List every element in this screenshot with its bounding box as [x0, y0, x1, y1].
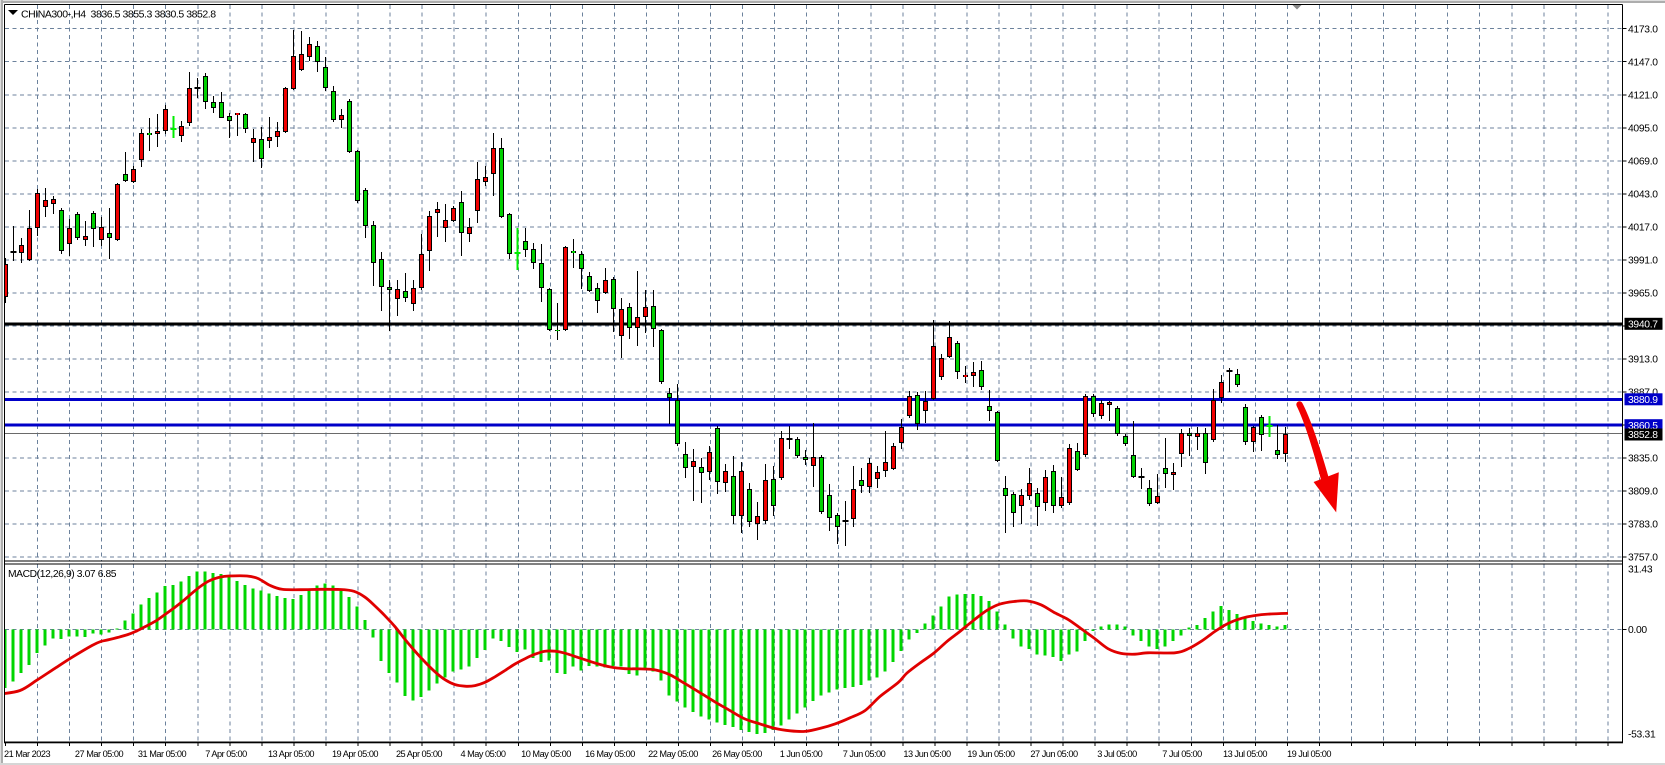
svg-text:MACD(12,26,9) 3.07 6.85: MACD(12,26,9) 3.07 6.85: [8, 569, 117, 580]
svg-text:1 Jun 05:00: 1 Jun 05:00: [780, 749, 823, 759]
svg-text:27 Jun 05:00: 27 Jun 05:00: [1030, 749, 1078, 759]
svg-text:3 Jul 05:00: 3 Jul 05:00: [1097, 749, 1137, 759]
svg-text:3887.0: 3887.0: [1628, 388, 1658, 399]
svg-text:4173.0: 4173.0: [1628, 24, 1658, 35]
svg-text:31 Mar 05:00: 31 Mar 05:00: [138, 749, 187, 759]
svg-text:3965.0: 3965.0: [1628, 289, 1658, 300]
svg-text:27 Mar 05:00: 27 Mar 05:00: [75, 749, 124, 759]
svg-text:4 May 05:00: 4 May 05:00: [460, 749, 505, 759]
svg-text:31.43: 31.43: [1628, 565, 1653, 576]
svg-text:-53.31: -53.31: [1628, 730, 1656, 741]
svg-text:3852.8: 3852.8: [1628, 430, 1658, 441]
svg-text:19 Jul 05:00: 19 Jul 05:00: [1287, 749, 1331, 759]
svg-text:4147.0: 4147.0: [1628, 57, 1658, 68]
svg-text:3940.7: 3940.7: [1628, 319, 1658, 330]
svg-text:3757.0: 3757.0: [1628, 553, 1658, 564]
svg-text:26 May 05:00: 26 May 05:00: [712, 749, 762, 759]
svg-text:3991.0: 3991.0: [1628, 256, 1658, 267]
svg-text:4043.0: 4043.0: [1628, 189, 1658, 200]
svg-text:4017.0: 4017.0: [1628, 222, 1658, 233]
svg-text:13 Jun 05:00: 13 Jun 05:00: [903, 749, 951, 759]
svg-text:4069.0: 4069.0: [1628, 156, 1658, 167]
svg-text:4095.0: 4095.0: [1628, 123, 1658, 134]
svg-text:3880.9: 3880.9: [1628, 395, 1658, 406]
svg-text:13 Jul 05:00: 13 Jul 05:00: [1223, 749, 1267, 759]
svg-text:3860.5: 3860.5: [1628, 421, 1658, 432]
svg-text:3913.0: 3913.0: [1628, 355, 1658, 366]
svg-text:3835.0: 3835.0: [1628, 454, 1658, 465]
svg-text:10 May 05:00: 10 May 05:00: [521, 749, 571, 759]
svg-text:3783.0: 3783.0: [1628, 520, 1658, 531]
svg-text:3809.0: 3809.0: [1628, 487, 1658, 498]
svg-text:7 Jul 05:00: 7 Jul 05:00: [1162, 749, 1202, 759]
svg-text:25 Apr 05:00: 25 Apr 05:00: [396, 749, 442, 759]
svg-text:CHINA300-,H4 3836.5 3855.3 38: CHINA300-,H4 3836.5 3855.3 3830.5 3852.8: [21, 9, 216, 21]
svg-text:22 May 05:00: 22 May 05:00: [648, 749, 698, 759]
svg-text:19 Apr 05:00: 19 Apr 05:00: [332, 749, 378, 759]
svg-text:21 Mar 2023: 21 Mar 2023: [4, 749, 50, 759]
svg-text:7 Jun 05:00: 7 Jun 05:00: [843, 749, 886, 759]
svg-text:13 Apr 05:00: 13 Apr 05:00: [268, 749, 314, 759]
svg-text:0.00: 0.00: [1628, 625, 1647, 636]
svg-text:19 Jun 05:00: 19 Jun 05:00: [967, 749, 1015, 759]
svg-text:7 Apr 05:00: 7 Apr 05:00: [205, 749, 247, 759]
svg-text:4121.0: 4121.0: [1628, 90, 1658, 101]
svg-text:16 May 05:00: 16 May 05:00: [585, 749, 635, 759]
